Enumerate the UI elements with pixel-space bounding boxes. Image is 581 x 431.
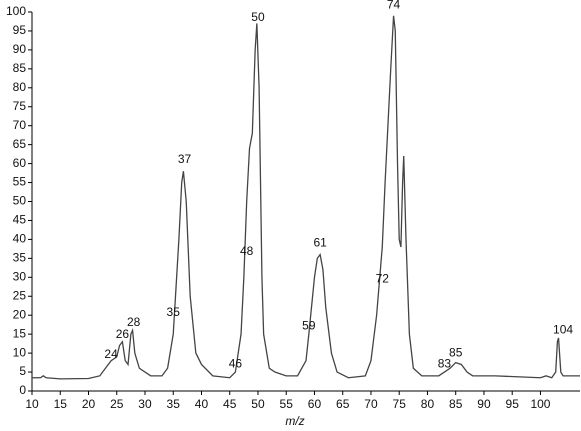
y-tick-label: 0 bbox=[19, 383, 26, 397]
peak-label: 28 bbox=[127, 315, 141, 329]
y-tick-label: 40 bbox=[13, 232, 27, 246]
peak-label: 50 bbox=[251, 10, 265, 24]
x-tick-label: 50 bbox=[251, 397, 265, 411]
y-tick-label: 5 bbox=[19, 364, 26, 378]
x-tick-label: 65 bbox=[336, 397, 350, 411]
peak-label: 61 bbox=[313, 235, 327, 249]
peak-label: 59 bbox=[302, 319, 316, 333]
peak-label: 37 bbox=[178, 152, 192, 166]
y-tick-label: 10 bbox=[13, 345, 27, 359]
y-tick-label: 15 bbox=[13, 326, 27, 340]
x-tick-label: 60 bbox=[308, 397, 322, 411]
x-tick-label: 100 bbox=[530, 397, 550, 411]
y-tick-label: 70 bbox=[13, 118, 27, 132]
y-tick-label: 85 bbox=[13, 61, 27, 75]
x-tick-label: 80 bbox=[421, 397, 435, 411]
peak-label: 74 bbox=[387, 0, 401, 11]
x-tick-label: 35 bbox=[167, 397, 181, 411]
x-tick-label: 90 bbox=[477, 397, 491, 411]
peak-label: 83 bbox=[438, 357, 452, 371]
y-tick-label: 50 bbox=[13, 194, 27, 208]
y-tick-label: 65 bbox=[13, 137, 27, 151]
peak-label: 35 bbox=[167, 305, 181, 319]
x-tick-label: 40 bbox=[195, 397, 209, 411]
x-tick-label: 75 bbox=[393, 397, 407, 411]
y-tick-label: 80 bbox=[13, 80, 27, 94]
x-tick-label: 20 bbox=[82, 397, 96, 411]
y-tick-label: 95 bbox=[13, 23, 27, 37]
y-tick-label: 25 bbox=[13, 288, 27, 302]
y-tick-label: 45 bbox=[13, 213, 27, 227]
peak-label: 26 bbox=[116, 327, 130, 341]
x-tick-label: 70 bbox=[364, 397, 378, 411]
peak-label: 24 bbox=[104, 347, 118, 361]
y-tick-label: 75 bbox=[13, 99, 27, 113]
peak-label: 104 bbox=[553, 323, 573, 337]
x-tick-label: 55 bbox=[280, 397, 294, 411]
x-tick-label: 15 bbox=[54, 397, 68, 411]
y-tick-label: 55 bbox=[13, 175, 27, 189]
y-tick-label: 60 bbox=[13, 156, 27, 170]
x-tick-label: 95 bbox=[506, 397, 520, 411]
y-tick-label: 100 bbox=[6, 4, 26, 18]
spectrum-line bbox=[32, 15, 580, 380]
y-tick-label: 90 bbox=[13, 42, 27, 56]
x-tick-label: 30 bbox=[138, 397, 152, 411]
x-axis-label: m/z bbox=[285, 414, 304, 428]
peak-label: 48 bbox=[240, 244, 254, 258]
y-tick-label: 30 bbox=[13, 269, 27, 283]
peak-label: 85 bbox=[449, 345, 463, 359]
x-tick-label: 45 bbox=[223, 397, 237, 411]
x-tick-label: 85 bbox=[449, 397, 463, 411]
y-tick-label: 35 bbox=[13, 251, 27, 265]
peak-label: 72 bbox=[376, 271, 390, 285]
y-tick-label: 20 bbox=[13, 307, 27, 321]
x-tick-label: 25 bbox=[110, 397, 124, 411]
peak-label: 46 bbox=[229, 357, 243, 371]
x-tick-label: 10 bbox=[25, 397, 39, 411]
